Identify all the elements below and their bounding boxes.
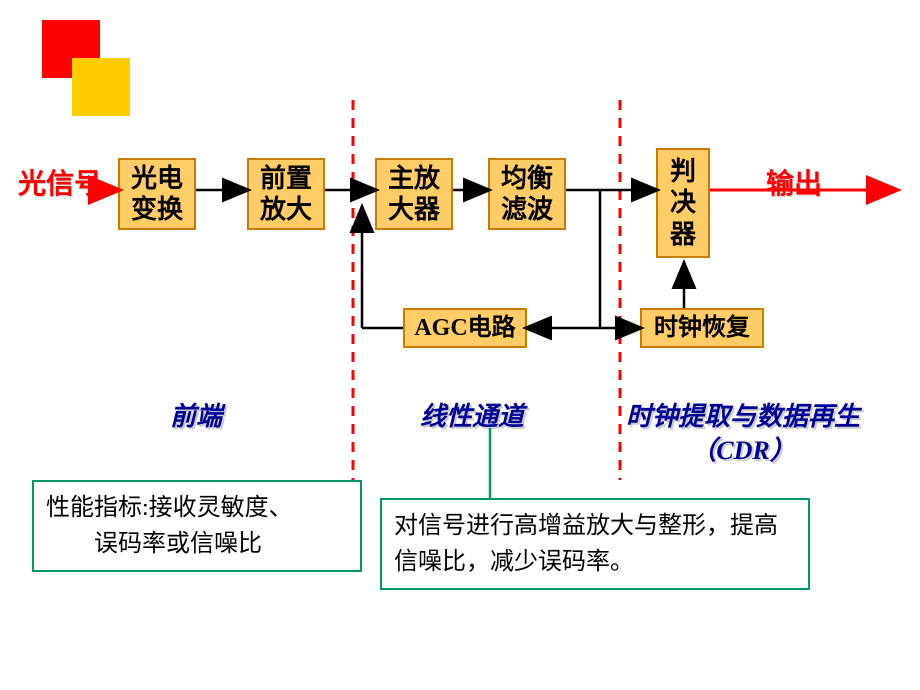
block-preamp: 前置 放大 [247, 158, 325, 230]
section-linear: 线性通道 [420, 400, 524, 434]
note-linear-channel: 对信号进行高增益放大与整形，提高信噪比，减少误码率。 [380, 498, 810, 590]
label-input: 光信号 [18, 162, 102, 202]
block-equalizer: 均衡 滤波 [488, 158, 566, 230]
block-main-amp: 主放 大器 [375, 158, 453, 230]
block-photo-diode: 光电 变换 [118, 158, 196, 230]
decor-yellow-square [72, 58, 130, 116]
block-agc: AGC电路 [403, 308, 527, 348]
diagram-canvas: 光信号 输出 光电 变换 前置 放大 主放 大器 均衡 滤波 判 决 器 AGC… [0, 0, 920, 690]
block-decider: 判 决 器 [656, 148, 710, 258]
label-output: 输出 [766, 162, 822, 202]
block-clock-recovery: 时钟恢复 [640, 308, 764, 348]
note-performance: 性能指标:接收灵敏度、 误码率或信噪比 [32, 480, 362, 572]
section-cdr: 时钟提取与数据再生 （CDR） [626, 400, 860, 468]
section-front: 前端 [170, 400, 222, 434]
